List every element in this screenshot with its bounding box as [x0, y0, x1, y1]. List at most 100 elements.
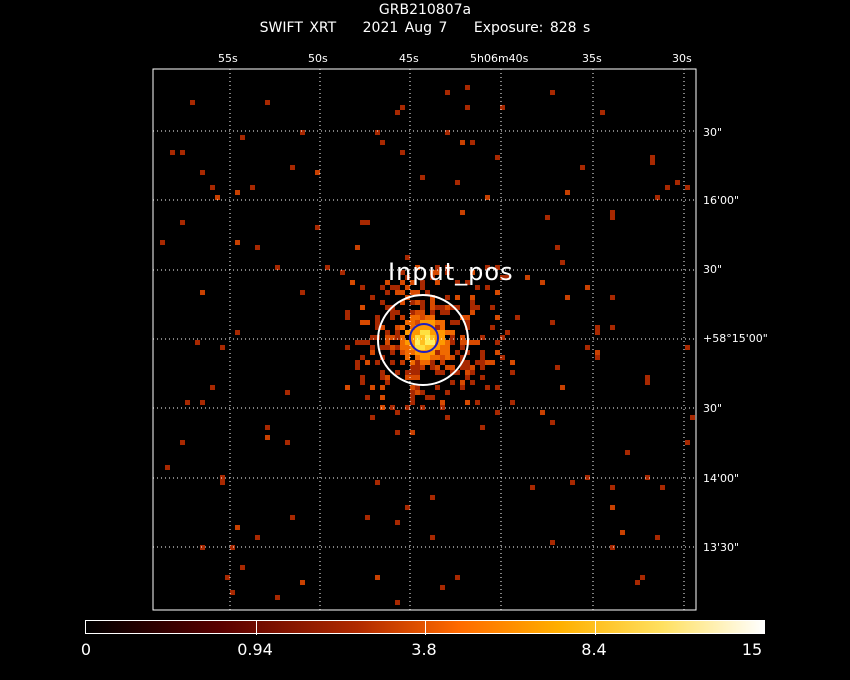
- count-pixel: [440, 305, 445, 310]
- count-pixel: [610, 505, 615, 510]
- count-pixel: [425, 320, 430, 325]
- count-pixel: [425, 345, 430, 350]
- count-pixel: [470, 365, 475, 370]
- count-pixel: [385, 380, 390, 385]
- dec-tick-1: 30": [703, 126, 723, 139]
- count-pixel: [460, 140, 465, 145]
- count-pixel: [690, 415, 695, 420]
- count-pixel: [415, 345, 420, 350]
- count-pixel: [400, 300, 405, 305]
- count-pixel: [345, 315, 350, 320]
- count-pixel: [375, 480, 380, 485]
- count-pixel: [385, 280, 390, 285]
- count-pixel: [380, 385, 385, 390]
- count-pixel: [410, 335, 415, 340]
- count-pixel: [470, 370, 475, 375]
- dec-tick-5: 30": [703, 402, 723, 415]
- count-pixel: [425, 360, 430, 365]
- count-pixel: [390, 285, 395, 290]
- count-pixel: [365, 320, 370, 325]
- count-pixel: [415, 335, 420, 340]
- count-pixel: [405, 320, 410, 325]
- count-pixel: [435, 370, 440, 375]
- count-pixel: [470, 140, 475, 145]
- count-pixel: [390, 350, 395, 355]
- count-pixel: [495, 155, 500, 160]
- count-pixel: [610, 545, 615, 550]
- source-region-outer: [377, 294, 469, 386]
- count-pixel: [400, 315, 405, 320]
- count-pixel: [360, 355, 365, 360]
- count-pixel: [395, 330, 400, 335]
- colorbar-tick: [595, 621, 596, 635]
- count-pixel: [425, 355, 430, 360]
- count-pixel: [440, 345, 445, 350]
- count-pixel: [225, 575, 230, 580]
- count-pixel: [415, 290, 420, 295]
- count-pixel: [495, 315, 500, 320]
- count-pixel: [455, 575, 460, 580]
- count-pixel: [460, 345, 465, 350]
- count-pixel: [480, 355, 485, 360]
- count-pixel: [675, 180, 680, 185]
- count-pixel: [445, 270, 450, 275]
- count-pixel: [400, 345, 405, 350]
- count-pixel: [275, 595, 280, 600]
- count-pixel: [365, 340, 370, 345]
- count-pixel: [190, 100, 195, 105]
- count-pixel: [300, 130, 305, 135]
- count-pixel: [430, 295, 435, 300]
- count-pixel: [495, 410, 500, 415]
- count-pixel: [500, 105, 505, 110]
- count-pixel: [445, 355, 450, 360]
- colorbar-tick: [256, 621, 257, 635]
- count-pixel: [465, 85, 470, 90]
- count-pixel: [685, 185, 690, 190]
- count-pixel: [445, 350, 450, 355]
- count-pixel: [455, 350, 460, 355]
- count-pixel: [425, 335, 430, 340]
- count-pixel: [455, 280, 460, 285]
- count-pixel: [415, 365, 420, 370]
- count-pixel: [555, 365, 560, 370]
- count-pixel: [420, 325, 425, 330]
- count-pixel: [220, 480, 225, 485]
- count-pixel: [360, 285, 365, 290]
- count-pixel: [425, 325, 430, 330]
- count-pixel: [355, 340, 360, 345]
- count-pixel: [425, 315, 430, 320]
- ra-tick-40s: 5h06m40s: [470, 52, 529, 65]
- count-pixel: [485, 195, 490, 200]
- count-pixel: [560, 385, 565, 390]
- count-pixel: [425, 340, 430, 345]
- count-pixel: [405, 405, 410, 410]
- count-pixel: [440, 320, 445, 325]
- count-pixel: [510, 370, 515, 375]
- count-pixel: [355, 245, 360, 250]
- count-pixel: [275, 265, 280, 270]
- count-pixel: [410, 375, 415, 380]
- count-pixel: [445, 390, 450, 395]
- count-pixel: [410, 400, 415, 405]
- count-pixel: [580, 165, 585, 170]
- count-pixel: [545, 215, 550, 220]
- count-pixel: [315, 225, 320, 230]
- count-pixel: [415, 375, 420, 380]
- count-pixel: [430, 320, 435, 325]
- count-pixel: [445, 90, 450, 95]
- count-pixel: [385, 335, 390, 340]
- count-pixel: [240, 565, 245, 570]
- count-pixel: [185, 400, 190, 405]
- count-pixel: [410, 340, 415, 345]
- count-pixel: [380, 140, 385, 145]
- dec-tick-3: 30": [703, 263, 723, 276]
- count-pixel: [395, 290, 400, 295]
- count-pixel: [380, 405, 385, 410]
- count-pixel: [220, 345, 225, 350]
- count-pixel: [420, 340, 425, 345]
- count-pixel: [285, 440, 290, 445]
- count-pixel: [415, 385, 420, 390]
- count-pixel: [430, 305, 435, 310]
- count-pixel: [230, 590, 235, 595]
- count-pixel: [495, 265, 500, 270]
